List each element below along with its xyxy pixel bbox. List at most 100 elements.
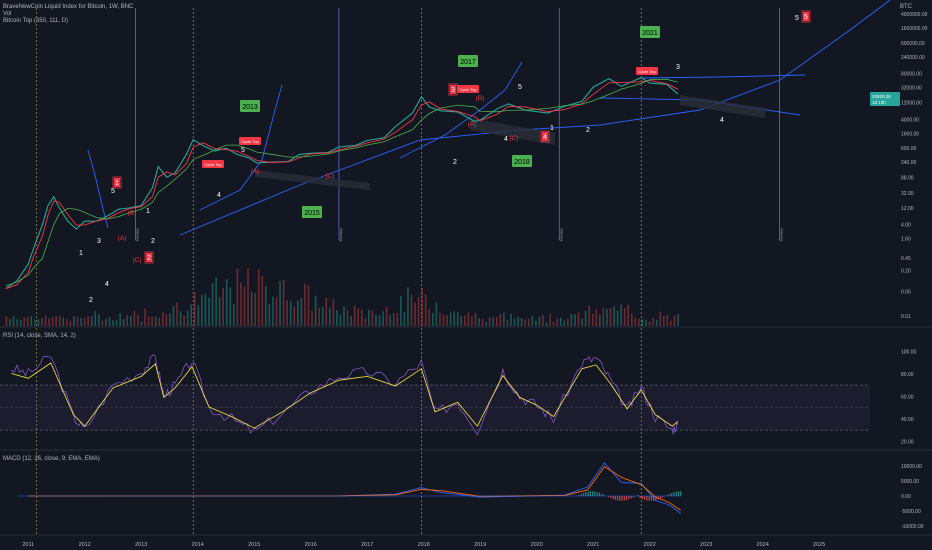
- volume-bar: [265, 285, 267, 326]
- volume-bar: [250, 291, 253, 326]
- macd-histogram-bar: [580, 493, 582, 496]
- volume-bar: [179, 311, 182, 326]
- volume-bar: [400, 296, 402, 326]
- wave-number: 2: [453, 159, 457, 166]
- macd-histogram-bar: [637, 495, 639, 496]
- volume-bar: [520, 318, 523, 326]
- volume-bar: [449, 312, 452, 326]
- cycle-top-label: Cycle Top: [241, 139, 259, 144]
- volume-bar: [364, 318, 367, 326]
- volume-bar: [233, 304, 235, 326]
- red-box-fill: [450, 85, 456, 94]
- x-tick-label: 2017: [361, 542, 373, 548]
- wave-number: 1: [79, 250, 83, 257]
- wave-letter: (C): [509, 135, 518, 142]
- year-box-label: 2017: [460, 59, 476, 66]
- volume-bar: [670, 320, 672, 326]
- year-box: [458, 55, 478, 67]
- volume-bar: [44, 315, 47, 326]
- volume-bar: [193, 292, 196, 326]
- volume-bar: [343, 306, 345, 326]
- volume-bar: [130, 316, 132, 326]
- volume-bar: [222, 287, 224, 326]
- x-tick-label: 2019: [474, 542, 486, 548]
- volume-bar: [105, 319, 107, 326]
- volume-bar: [535, 320, 537, 326]
- cycle-top-label: Cycle Top: [204, 162, 222, 167]
- volume-bar: [204, 294, 207, 326]
- rsi-label: RSI (14, close, SMA, 14, 2): [3, 333, 76, 339]
- volume-bar: [453, 311, 455, 326]
- volume-bar: [55, 315, 57, 326]
- y-tick-label: 1600.00: [901, 131, 919, 137]
- volume-bar: [282, 279, 285, 326]
- x-tick-label: 2012: [79, 542, 91, 548]
- volume-bar: [126, 315, 129, 326]
- macd-histogram-bar: [592, 491, 594, 496]
- volume-bar: [80, 317, 82, 326]
- rsi-tick-label: 80.00: [901, 372, 914, 378]
- volume-bar: [87, 316, 89, 326]
- volume-bar: [527, 319, 530, 326]
- trend-curve: [87, 149, 109, 229]
- volume-bar: [240, 282, 242, 326]
- volume-bar: [627, 304, 630, 326]
- y-tick-label: 0.01: [901, 314, 911, 320]
- y-tick-label: 240000.00: [901, 55, 925, 61]
- volume-bar: [634, 317, 637, 326]
- y-tick-label: 4.00: [901, 223, 911, 229]
- trend-curve: [179, 0, 891, 236]
- volume-bar: [297, 300, 299, 326]
- volume-bar: [567, 318, 569, 326]
- volume-bar: [300, 298, 303, 326]
- volume-bar: [122, 319, 125, 326]
- volume-bar: [432, 312, 434, 326]
- volume-bar: [424, 294, 427, 326]
- wave-number: 4: [720, 117, 724, 124]
- volume-bar: [396, 313, 399, 326]
- macd-histogram-bar: [655, 496, 657, 501]
- volume-bar: [435, 302, 438, 326]
- volume-bar: [51, 317, 54, 326]
- volume-bar: [98, 314, 100, 326]
- red-box: [144, 251, 154, 264]
- red-box-label: 2: [147, 255, 151, 262]
- macd-histogram-bar: [612, 496, 614, 500]
- volume-bar: [119, 313, 121, 326]
- y-tick-label: 600.00: [901, 146, 917, 152]
- volume-bar: [375, 314, 377, 326]
- volume-bar: [360, 309, 363, 326]
- volume-bar: [467, 312, 470, 326]
- volume-bar: [34, 319, 36, 326]
- macd-histogram-bar: [632, 496, 634, 498]
- rsi-pane: [0, 354, 870, 436]
- wave-number: 5: [241, 147, 245, 154]
- volume-bar: [268, 303, 271, 326]
- wave-letter: (A): [118, 235, 127, 242]
- y-tick-label: 1.60: [901, 237, 911, 243]
- volume-bar: [371, 310, 374, 326]
- macd-histogram-bar: [659, 496, 662, 499]
- volume-bar: [439, 313, 441, 326]
- channel-band: [470, 118, 555, 145]
- halving-label: Halving: [559, 228, 564, 241]
- red-box-label: 3: [451, 87, 455, 94]
- volume-bar: [510, 313, 512, 326]
- y-tick-label: 600000.00: [901, 41, 925, 47]
- ma-green-line: [5, 78, 679, 287]
- volume-bar: [478, 318, 480, 326]
- volume-bar: [332, 299, 335, 326]
- red-box-label: 5: [804, 14, 808, 21]
- volume-bar: [137, 314, 139, 326]
- currency-label: BTC: [900, 4, 912, 10]
- rsi-tick-label: 60.00: [901, 394, 914, 400]
- volume-bar: [154, 316, 157, 326]
- cycle-top-label: Cycle Top: [638, 69, 656, 74]
- macd-histogram-bar: [589, 491, 591, 496]
- wave-letter: (B): [128, 210, 137, 217]
- volume-bar: [48, 318, 50, 326]
- volume-bar: [474, 312, 477, 326]
- volume-bar: [346, 310, 349, 326]
- macd-tick-label: -5000.00: [901, 509, 921, 515]
